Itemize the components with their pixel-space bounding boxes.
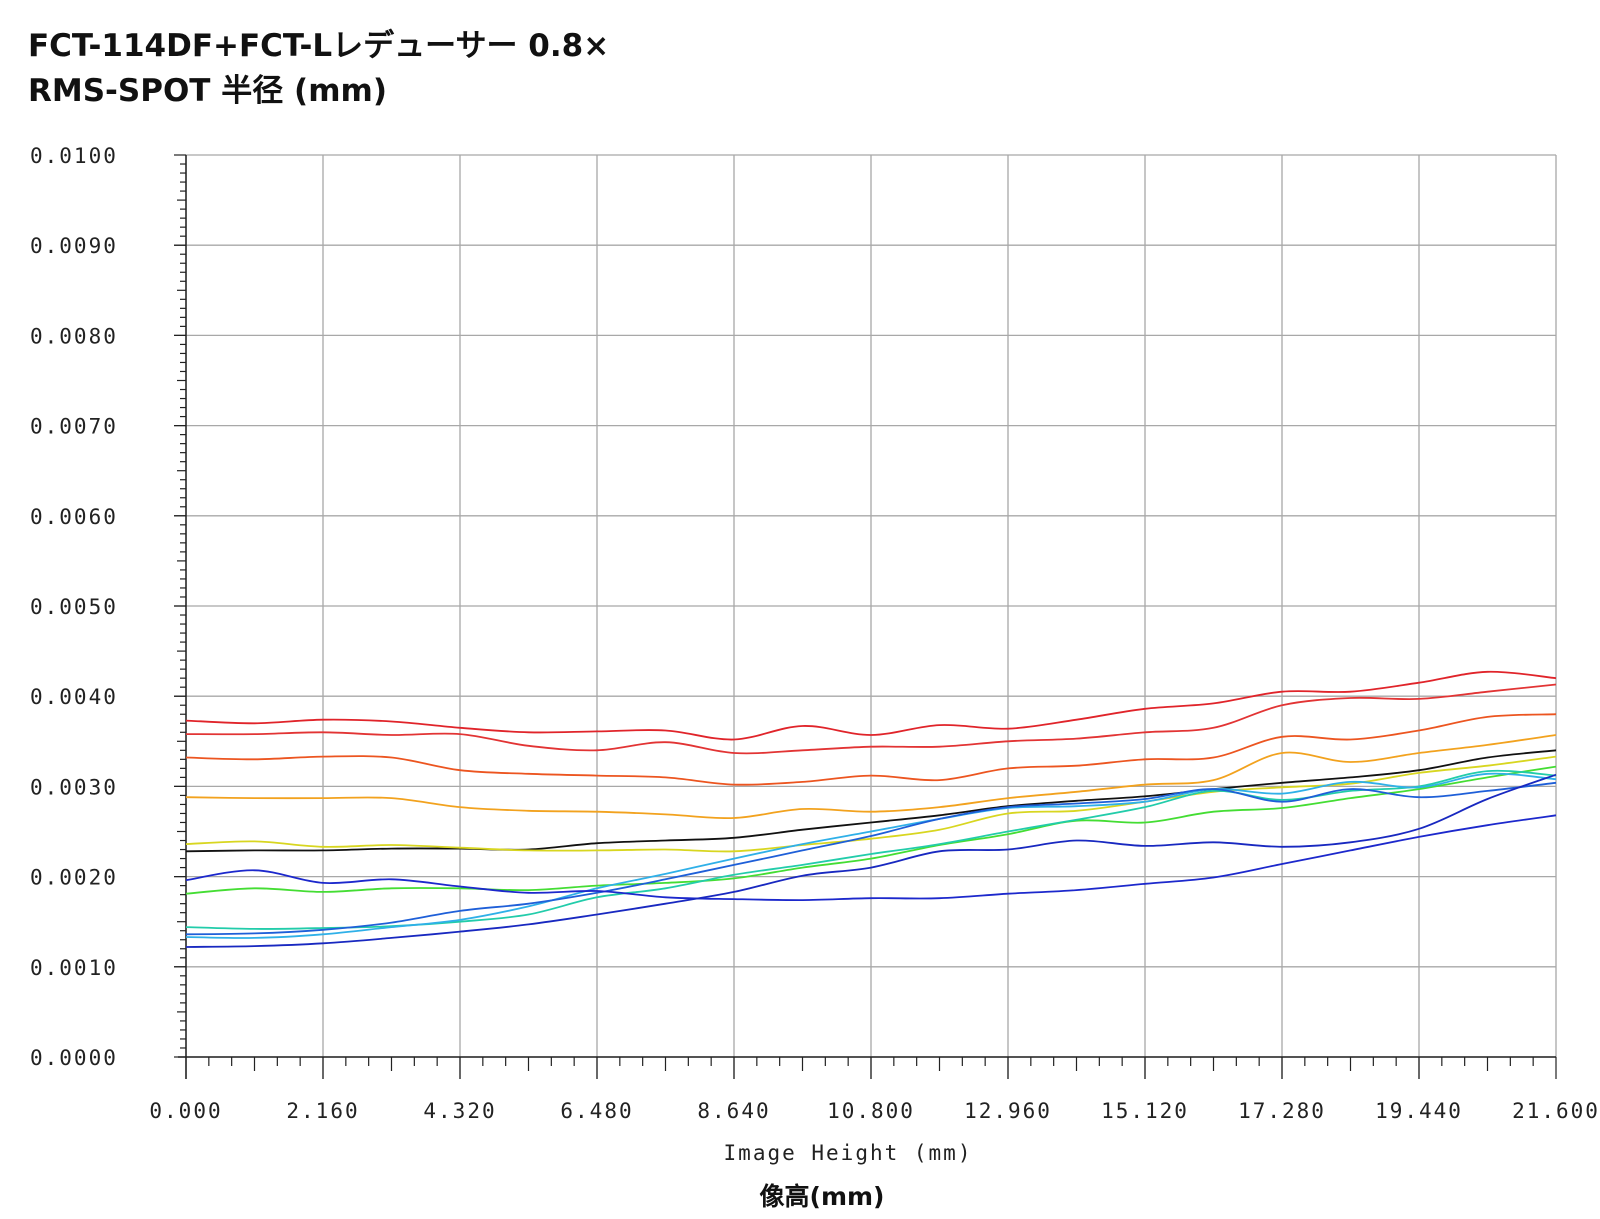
y-tick-label: 0.0000 [30, 1046, 118, 1070]
x-axis-label-jp: 像高(mm) [760, 1182, 885, 1211]
y-tick-labels: 0.0000 0.0010 0.0020 0.0030 0.0040 0.0050 0.00… [30, 144, 118, 1070]
x-tick-label: 17.280 [1238, 1099, 1326, 1123]
y-tick-label: 0.0040 [30, 685, 118, 709]
series-line-4 [185, 734, 1557, 820]
series-line-12 [185, 773, 1557, 948]
series-line-1 [185, 670, 1557, 741]
x-tick-label: 8.640 [697, 1099, 770, 1123]
series-line-10 [185, 781, 1557, 936]
grid-lines [178, 154, 1557, 1079]
x-tick-label: 4.320 [423, 1099, 496, 1123]
y-tick-label: 0.0060 [30, 505, 118, 529]
y-tick-label: 0.0070 [30, 415, 118, 439]
minor-ticks [174, 154, 1557, 1079]
x-tick-label: 0.000 [149, 1099, 222, 1123]
series-lines [185, 670, 1557, 948]
series-line-7 [185, 765, 1557, 895]
x-axis-label: Image Height (mm) [724, 1141, 973, 1165]
y-tick-label: 0.0020 [30, 866, 118, 890]
x-tick-label: 2.160 [286, 1099, 359, 1123]
y-tick-label: 0.0030 [30, 775, 118, 799]
x-tick-labels: 0.000 2.160 4.320 6.480 8.640 10.800 12.960 15.… [149, 1099, 1600, 1123]
y-tick-label: 0.0100 [30, 144, 118, 168]
x-tick-label: 12.960 [964, 1099, 1052, 1123]
series-line-11 [185, 814, 1557, 902]
x-tick-label: 6.480 [560, 1099, 633, 1123]
series-line-3 [185, 713, 1557, 786]
x-tick-label: 10.800 [827, 1099, 915, 1123]
y-tick-label: 0.0050 [30, 595, 118, 619]
chart-title-line2: RMS-SPOT 半径 (mm) [28, 73, 387, 109]
series-line-5 [185, 749, 1557, 853]
chart-title-line1: FCT-114DF+FCT-Lレデューサー 0.8× [28, 28, 610, 64]
y-tick-label: 0.0010 [30, 956, 118, 980]
x-tick-label: 19.440 [1375, 1099, 1463, 1123]
x-tick-label: 15.120 [1101, 1099, 1189, 1123]
x-tick-label: 21.600 [1512, 1099, 1600, 1123]
series-line-2 [185, 683, 1557, 755]
y-tick-label: 0.0080 [30, 324, 118, 348]
series-line-9 [185, 772, 1557, 939]
y-tick-label: 0.0090 [30, 234, 118, 258]
